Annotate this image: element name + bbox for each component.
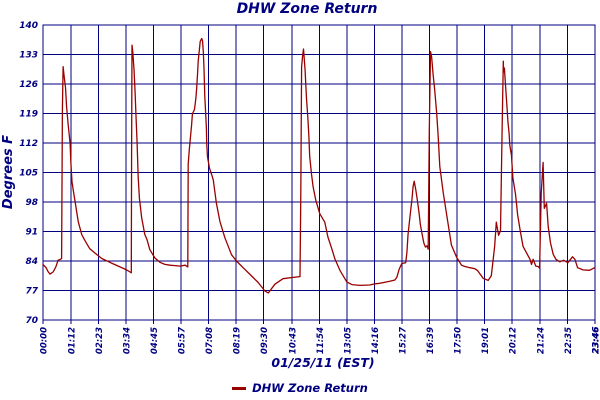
svg-text:119: 119 bbox=[19, 110, 38, 120]
svg-text:09:30: 09:30 bbox=[260, 327, 270, 354]
svg-text:08:19: 08:19 bbox=[233, 327, 243, 354]
legend: DHW Zone Return bbox=[0, 381, 600, 395]
plot-border bbox=[42, 24, 596, 321]
svg-text:112: 112 bbox=[19, 139, 38, 149]
svg-text:05:57: 05:57 bbox=[178, 327, 188, 354]
svg-text:02:23: 02:23 bbox=[95, 327, 105, 354]
svg-text:91: 91 bbox=[25, 228, 38, 238]
svg-text:98: 98 bbox=[25, 198, 38, 208]
svg-text:03:34: 03:34 bbox=[122, 327, 132, 354]
svg-text:133: 133 bbox=[19, 51, 38, 61]
trend-line bbox=[42, 37, 596, 294]
y-tick-labels: 140 133 126 119 112 105 98 91 84 77 70 bbox=[19, 21, 39, 326]
svg-text:14:16: 14:16 bbox=[371, 327, 381, 354]
chart-title: DHW Zone Return bbox=[236, 1, 378, 17]
svg-text:15:27: 15:27 bbox=[398, 327, 408, 354]
svg-text:10:43: 10:43 bbox=[288, 327, 298, 354]
svg-text:00:00: 00:00 bbox=[40, 327, 50, 354]
svg-text:84: 84 bbox=[25, 257, 38, 267]
x-tick-labels: 00:00 01:12 02:23 03:34 04:45 05:57 07:08 08:19… bbox=[40, 327, 600, 354]
legend-series-label: DHW Zone Return bbox=[252, 381, 368, 395]
svg-text:13:05: 13:05 bbox=[343, 327, 353, 354]
legend-line-swatch bbox=[232, 386, 247, 390]
svg-text:22:35: 22:35 bbox=[564, 327, 574, 354]
svg-text:23:46: 23:46 bbox=[592, 327, 600, 354]
svg-text:70: 70 bbox=[25, 316, 38, 326]
svg-text:11:54: 11:54 bbox=[316, 327, 326, 354]
svg-text:126: 126 bbox=[19, 80, 38, 90]
svg-text:17:50: 17:50 bbox=[454, 327, 464, 354]
svg-text:04:45: 04:45 bbox=[150, 327, 160, 354]
svg-text:20:12: 20:12 bbox=[509, 327, 519, 354]
svg-text:21:24: 21:24 bbox=[537, 327, 547, 354]
svg-text:140: 140 bbox=[19, 21, 38, 31]
svg-text:01:12: 01:12 bbox=[67, 327, 77, 354]
svg-text:16:39: 16:39 bbox=[426, 327, 436, 354]
svg-text:105: 105 bbox=[19, 169, 38, 179]
svg-text:77: 77 bbox=[25, 287, 38, 297]
svg-text:19:01: 19:01 bbox=[481, 327, 491, 354]
x-axis-date-label: 01/25/11 (EST) bbox=[271, 355, 375, 370]
svg-text:07:08: 07:08 bbox=[205, 327, 215, 354]
